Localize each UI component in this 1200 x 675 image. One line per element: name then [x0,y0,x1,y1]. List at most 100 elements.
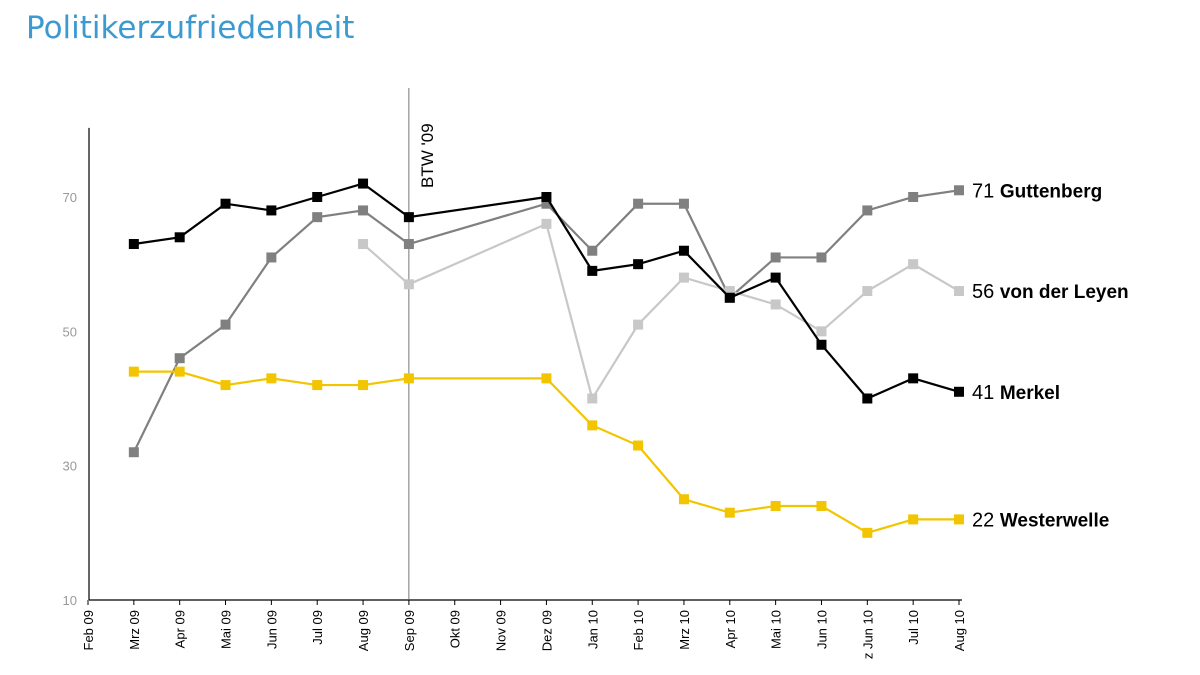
data-point [954,514,964,525]
data-point [220,198,231,209]
data-point [954,286,964,297]
legend-name: von der Leyen [1000,282,1129,303]
data-point [541,218,552,229]
data-point [358,380,369,391]
x-tick-label: Sep 09 [402,610,417,651]
data-point [128,366,139,377]
x-tick-label: Jan 10 [585,610,600,649]
data-point [403,212,414,223]
data-point [678,245,689,256]
data-point [358,178,369,189]
series-line [132,189,960,453]
end-label: 41 Merkel [972,382,1060,404]
x-tick-label: Feb 10 [631,610,646,650]
data-point [128,447,139,458]
x-tick-label: Mrz 10 [677,610,692,650]
data-point [816,326,827,337]
btw-marker-label: BTW '09 [418,123,437,188]
data-point [908,259,919,270]
data-point [266,252,277,263]
end-value: 41 [972,382,1000,404]
legend-name: Westerwelle [1000,510,1109,531]
data-point [312,380,323,391]
series-line [133,370,959,535]
data-point [358,239,369,250]
data-point [174,366,185,377]
x-tick-label: Apr 09 [173,610,188,648]
data-point [220,380,231,391]
data-point [770,500,781,511]
data-point [862,527,873,538]
series-von-der-leyen: 56 von der Leyen [358,218,1129,404]
data-point [724,286,735,297]
end-label: 22 Westerwelle [972,509,1109,531]
data-point [816,339,827,350]
data-point [128,239,139,250]
data-point [312,212,323,223]
data-point [587,393,598,404]
data-point [403,239,414,250]
data-point [358,205,369,216]
x-tick-label: Jul 10 [906,610,921,645]
data-point [587,245,598,256]
data-point [220,319,231,330]
x-tick-label: z Jun 10 [860,610,875,659]
x-tick-label: Dez 09 [539,610,554,651]
data-point [312,192,323,202]
data-point [816,500,827,511]
x-tick-label: Mai 09 [219,610,234,649]
data-point [862,286,873,297]
data-point [678,198,689,209]
data-point [541,192,552,202]
data-point [174,232,185,243]
data-point [724,292,735,303]
data-point [770,272,781,283]
series-line [133,182,960,400]
x-tick-label: Jun 09 [264,610,279,649]
data-point [724,507,735,518]
data-point [403,373,414,384]
data-point [678,272,689,283]
y-tick-label: 50 [63,324,77,339]
data-point [266,373,277,384]
data-point [908,514,919,525]
data-point [816,252,827,263]
end-value: 71 [972,180,1000,202]
data-point [908,373,919,384]
data-point [633,319,644,330]
x-tick-label: Jun 10 [814,610,829,649]
series-merkel: 41 Merkel [128,178,1060,404]
x-tick-label: Jul 09 [310,610,325,645]
data-point [174,353,185,364]
end-label: 56 von der Leyen [972,281,1129,303]
data-point [862,205,873,216]
data-point [403,279,414,290]
data-point [678,494,689,505]
x-tick-label: Apr 10 [723,610,738,648]
data-point [862,393,873,404]
x-tick-label: Aug 09 [356,610,371,651]
end-value: 22 [972,509,1000,531]
x-tick-label: Nov 09 [494,610,509,651]
x-tick-label: Mai 10 [769,610,784,649]
series-westerwelle: 22 Westerwelle [128,366,1109,538]
data-point [587,265,598,276]
data-point [633,259,644,270]
x-tick-label: Okt 09 [448,610,463,648]
data-point [541,373,552,384]
series-line [362,222,960,402]
data-point [908,192,919,202]
end-value: 56 [972,281,1000,303]
y-tick-label: 70 [63,190,77,205]
data-point [587,420,598,431]
series-guttenberg: 71 Guttenberg [128,180,1102,458]
data-point [633,198,644,209]
data-point [770,252,781,263]
x-tick-label: Aug 10 [952,610,967,651]
y-tick-label: 30 [63,459,77,474]
x-tick-label: Feb 09 [81,610,96,650]
data-point [770,299,781,310]
end-label: 71 Guttenberg [972,180,1102,202]
y-tick-label: 10 [63,593,77,608]
